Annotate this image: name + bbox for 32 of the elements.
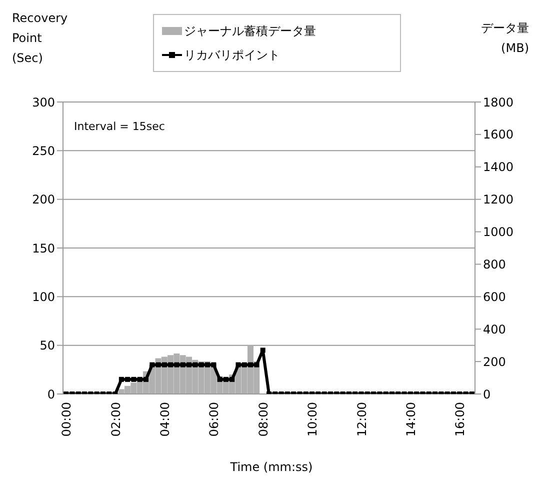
y-tick-label: 50 — [40, 338, 55, 353]
x-axis-title: Time (mm:ss) — [229, 460, 314, 474]
y-tick-label: 200 — [32, 192, 55, 207]
y2-tick-label: 1400 — [483, 160, 514, 174]
x-tick-label: 14:00 — [404, 402, 418, 437]
y2-axis-title: データ量 (MB) — [480, 20, 529, 57]
legend-label: ジャーナル蓄積データ量 — [184, 23, 316, 40]
y2-tick-label: 200 — [483, 354, 506, 369]
y2-tick-label: 1000 — [483, 225, 514, 240]
y2-tick-label: 0 — [483, 387, 491, 402]
x-tick-label: 04:00 — [158, 402, 172, 437]
y2-tick-label: 800 — [483, 257, 506, 272]
y2-tick-label: 600 — [483, 290, 506, 304]
y2-tick-label: 1200 — [483, 192, 514, 207]
y-tick-label: 100 — [32, 290, 55, 304]
y-tick-label: 300 — [32, 95, 55, 110]
y-tick-label: 250 — [32, 144, 55, 158]
x-tick-label: 08:00 — [256, 402, 270, 437]
x-tick-label: 16:00 — [453, 402, 468, 437]
annotation: Interval = 15sec — [74, 120, 165, 133]
y2-tick-label: 1800 — [483, 95, 514, 110]
y-tick-label: 150 — [32, 241, 55, 256]
y-tick-label: 0 — [47, 387, 55, 402]
y-axis-title: Recovery Point (Sec) — [12, 10, 69, 67]
x-tick-label: 02:00 — [108, 402, 123, 437]
y2-tick-label: 1600 — [483, 128, 514, 142]
x-tick-label: 10:00 — [306, 402, 320, 437]
x-tick-label: 12:00 — [354, 402, 369, 437]
x-tick-label: 06:00 — [207, 402, 222, 437]
x-tick-label: 00:00 — [60, 402, 74, 437]
legend-label: リカバリポイント — [184, 47, 280, 64]
y2-tick-label: 400 — [483, 322, 506, 336]
